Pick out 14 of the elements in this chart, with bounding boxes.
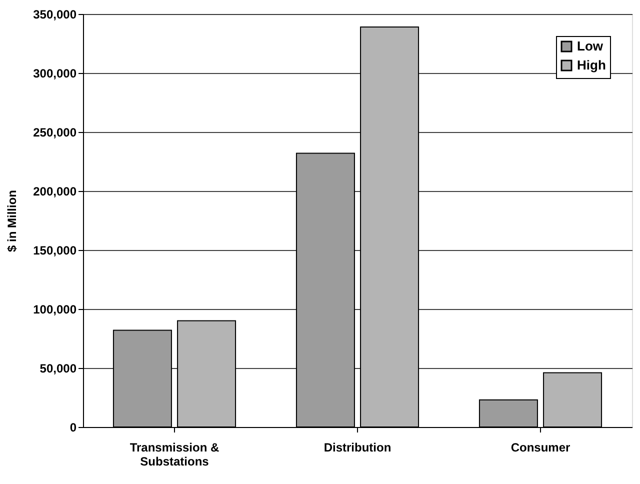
legend-label: Low [577, 38, 604, 54]
y-tick-label: 0 [70, 420, 77, 434]
x-tick-label: Consumer [510, 440, 570, 454]
y-tick-label: 300,000 [33, 66, 77, 80]
y-tick-label: 200,000 [33, 184, 77, 198]
y-tick-label: 250,000 [33, 126, 77, 140]
x-tick-label: Distribution [324, 440, 392, 454]
legend-label: High [577, 58, 606, 72]
y-tick-label: 50,000 [40, 362, 77, 376]
x-tick-label: Transmission & Substations [130, 440, 220, 468]
y-tick-label: 350,000 [33, 8, 77, 22]
y-tick-label: 150,000 [33, 244, 77, 258]
y-axis-title: $ in Million [5, 190, 20, 252]
y-tick-label: 100,000 [33, 302, 77, 316]
